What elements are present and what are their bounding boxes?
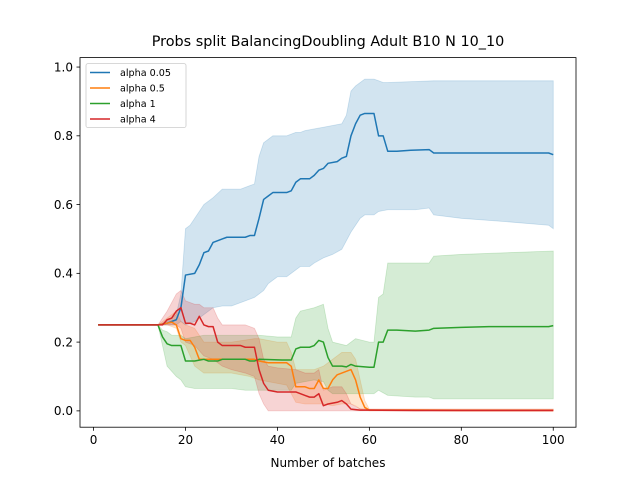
x-tick-label: 20 (178, 433, 193, 447)
x-tick-label: 0 (90, 433, 98, 447)
x-tick-label: 100 (542, 433, 565, 447)
y-tick-label: 0.6 (54, 198, 73, 212)
legend-label-4: alpha 4 (120, 115, 156, 126)
line-series-3 (98, 324, 554, 368)
axes-frame (79, 57, 577, 428)
legend: alpha 0.05 alpha 0.5 alpha 1 alpha 4 (85, 63, 187, 128)
x-axis-ticks: 0 20 40 60 80 100 (90, 427, 565, 447)
band-series-2 (98, 310, 554, 412)
legend-label-3: alpha 1 (120, 99, 156, 110)
x-tick-label: 40 (270, 433, 285, 447)
y-tick-label: 1.0 (54, 60, 73, 74)
legend-box (85, 63, 187, 128)
line-series-2 (98, 321, 554, 412)
confidence-bands (98, 78, 554, 412)
y-tick-label: 0.2 (54, 335, 73, 349)
x-tick-label: 60 (362, 433, 377, 447)
series-lines (98, 112, 554, 412)
band-series-3 (98, 250, 554, 400)
band-series-1 (98, 78, 554, 326)
legend-label-1: alpha 0.05 (120, 68, 171, 79)
y-tick-label: 0.0 (54, 404, 73, 418)
x-tick-label: 80 (454, 433, 469, 447)
chart-title: Probs split BalancingDoubling Adult B10 … (152, 34, 505, 50)
y-tick-label: 0.8 (54, 129, 73, 143)
y-axis-ticks: 0.0 0.2 0.4 0.6 0.8 1.0 (54, 60, 80, 418)
line-series-1 (98, 112, 554, 326)
x-axis-label: Number of batches (271, 456, 386, 470)
y-tick-label: 0.4 (54, 267, 73, 281)
line-series-4 (98, 306, 554, 412)
legend-label-2: alpha 0.5 (120, 84, 165, 95)
